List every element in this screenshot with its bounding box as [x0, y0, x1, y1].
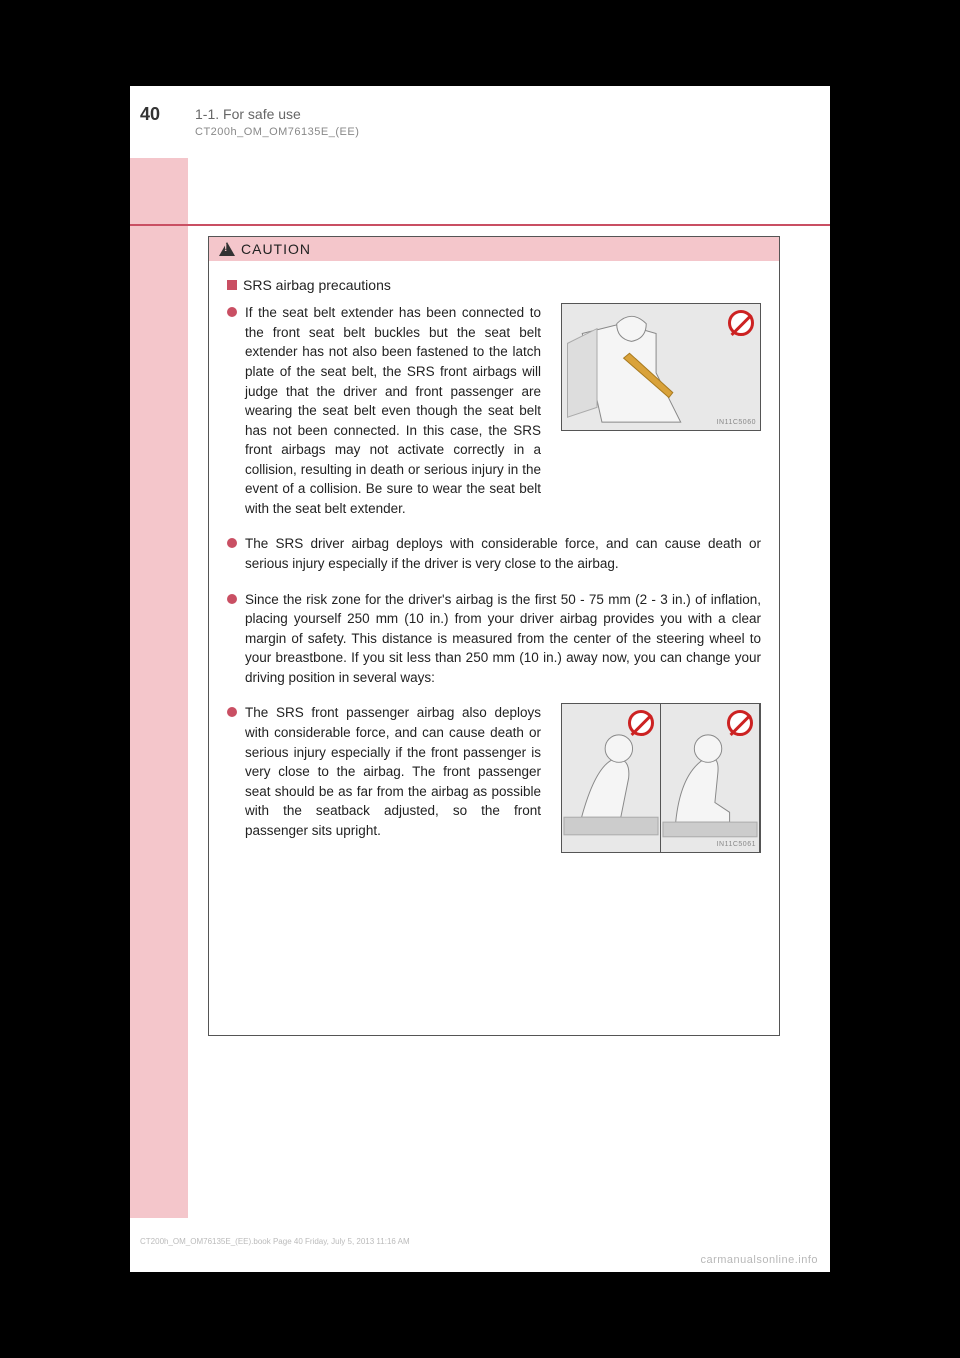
circle-bullet-icon — [227, 707, 237, 717]
doc-code: CT200h_OM_OM76135E_(EE) — [195, 126, 359, 138]
circle-bullet-icon — [227, 538, 237, 548]
chapter-title: 1-1. For safe use — [195, 106, 301, 122]
caution-header: CAUTION — [209, 237, 779, 261]
caution-heading: SRS airbag precautions — [227, 275, 761, 295]
illustration-code: IN11C5060 — [717, 418, 756, 428]
circle-bullet-icon — [227, 307, 237, 317]
illustration-seatbelt-extender: IN11C5060 — [561, 303, 761, 431]
bullet-item: The SRS front passenger airbag also depl… — [227, 703, 761, 853]
figure-lean-forward — [562, 704, 661, 852]
illustration-code: IN11C5061 — [717, 840, 756, 850]
bullet-item: If the seat belt extender has been conne… — [227, 303, 761, 518]
manual-page: 40 1-1. For safe use CT200h_OM_OM76135E_… — [130, 86, 830, 1272]
fine-print-code: CT200h_OM_OM76135E_(EE).book Page 40 Fri… — [140, 1237, 410, 1246]
square-bullet-icon — [227, 280, 237, 290]
watermark: carmanualsonline.info — [130, 1254, 830, 1266]
bullet-text: The SRS front passenger airbag also depl… — [245, 703, 541, 853]
page-header: 40 1-1. For safe use CT200h_OM_OM76135E_… — [130, 86, 830, 146]
heading-text: SRS airbag precautions — [243, 277, 391, 293]
warning-triangle-icon — [219, 242, 235, 256]
bullet-text: If the seat belt extender has been conne… — [245, 303, 541, 518]
side-pink-bar — [130, 158, 188, 1218]
circle-bullet-icon — [227, 594, 237, 604]
bullet-text: Since the risk zone for the driver's air… — [245, 590, 761, 688]
caution-body: SRS airbag precautions If the seat belt … — [209, 261, 779, 883]
page-number: 40 — [140, 104, 160, 125]
bullet-text: The SRS driver airbag deploys with consi… — [245, 534, 761, 573]
bullet-item: The SRS driver airbag deploys with consi… — [227, 534, 761, 573]
header-rule — [130, 224, 830, 226]
figure-hug-dash — [661, 704, 760, 852]
bullet-item: Since the risk zone for the driver's air… — [227, 590, 761, 688]
caution-label: CAUTION — [241, 241, 311, 257]
illustration-passenger-airbag: IN11C5061 — [561, 703, 761, 853]
caution-box: CAUTION SRS airbag precautions If the se… — [208, 236, 780, 1036]
